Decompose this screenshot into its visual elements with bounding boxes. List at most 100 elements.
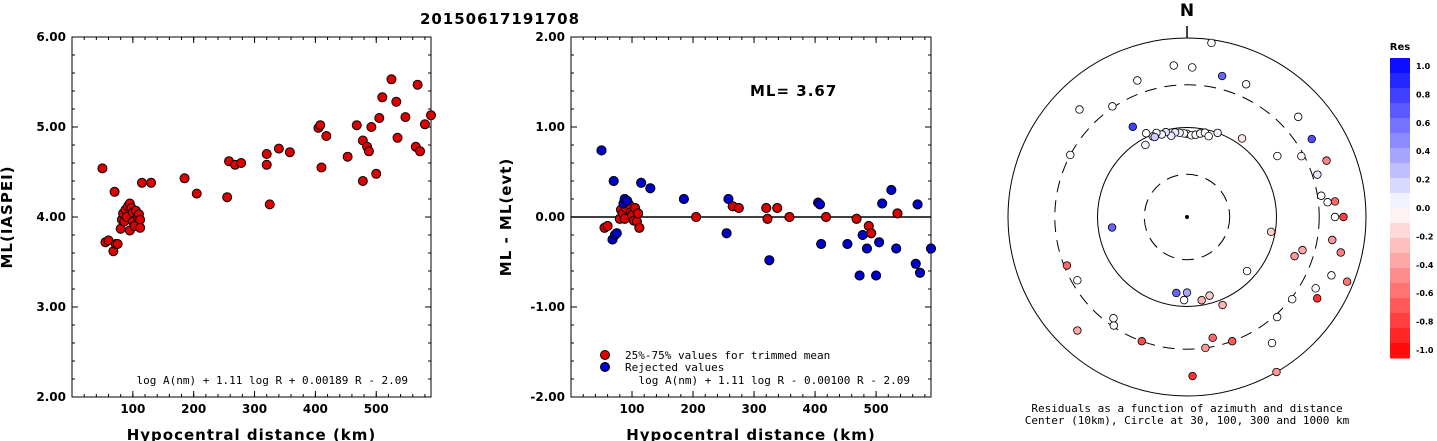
y-tick-label: 6.00 (36, 30, 66, 44)
y-axis-label: ML(IASPEI) (0, 165, 16, 268)
colorbar-segment (1390, 163, 1410, 179)
colorbar-tick-label: 0.0 (1416, 204, 1431, 213)
chart-ml-vs-distance: 2.00 3.00 4.00 5.00 6.00 100 200 300 400 500 Hypoc… (0, 30, 436, 441)
chart-azimuth-residuals: N Residuals as a function of azimuth and … (1007, 1, 1434, 427)
station-point (1150, 132, 1159, 142)
data-point (866, 228, 877, 239)
x-axis-label: Hypocentral distance (km) (127, 426, 377, 441)
station-point (1137, 337, 1146, 346)
y-tick-label: 3.00 (36, 300, 66, 314)
colorbar-tick-label: 0.8 (1416, 90, 1431, 99)
colorbar-segment (1390, 103, 1410, 119)
data-point (772, 203, 783, 213)
station-point (1313, 294, 1322, 303)
distance-ring (1097, 127, 1277, 307)
station-point (1109, 314, 1118, 323)
data-point (761, 203, 772, 213)
data-point (842, 239, 853, 249)
data-point (136, 177, 147, 188)
colorbar-tick-label: -0.6 (1416, 289, 1434, 298)
station-point (1205, 291, 1214, 300)
data-point (912, 199, 923, 210)
data-point (426, 110, 436, 121)
data-point (284, 147, 295, 158)
station-point (1207, 38, 1216, 48)
station-point (1330, 197, 1340, 206)
distance-ring (1143, 173, 1231, 261)
station-point (1330, 212, 1340, 222)
station-point (1073, 326, 1082, 335)
station-point (1266, 227, 1276, 237)
y-tick-label: -2.00 (530, 390, 565, 404)
station-point (1141, 140, 1150, 150)
data-point (392, 132, 403, 143)
y-tick-label: 4.00 (36, 210, 66, 224)
station-point (1179, 295, 1189, 305)
colorbar-tick-label: -0.4 (1416, 261, 1434, 270)
colorbar-segment (1390, 73, 1410, 89)
data-point (762, 213, 773, 224)
data-point (135, 222, 146, 233)
station-point (1267, 338, 1277, 348)
data-point (611, 228, 622, 239)
station-point (1141, 129, 1151, 138)
data-point (877, 198, 888, 209)
distance-ring (1054, 84, 1320, 350)
data-point (854, 270, 865, 281)
data-point (633, 208, 644, 219)
data-point (892, 208, 903, 219)
x-tick-label: 500 (864, 402, 889, 416)
colorbar-segment (1390, 313, 1410, 329)
station-point (1298, 245, 1307, 255)
data-point (261, 159, 272, 170)
x-tick-label: 100 (120, 402, 145, 416)
x-tick-label: 300 (742, 402, 767, 416)
x-tick-label: 200 (181, 402, 206, 416)
station-point (1073, 276, 1082, 285)
station-point (1201, 343, 1210, 353)
center-dot (1185, 215, 1189, 219)
north-label: N (1180, 1, 1194, 21)
data-point (634, 222, 645, 233)
station-point (1272, 312, 1282, 322)
data-point (97, 163, 108, 174)
distance-ring (1007, 37, 1367, 397)
y-tick-label: -1.00 (530, 300, 565, 314)
data-point (602, 221, 613, 231)
legend-label: 25%-75% values for trimmed mean (625, 349, 830, 362)
data-point (821, 212, 832, 222)
data-point (315, 120, 326, 131)
x-tick-label: 500 (364, 402, 389, 416)
y-tick-label: 5.00 (36, 120, 66, 134)
formula-label: log A(nm) + 1.11 log R + 0.00189 R - 2.0… (136, 374, 408, 387)
data-point (412, 79, 423, 90)
data-point (236, 158, 247, 168)
data-point (386, 74, 397, 85)
chart-title: 20150617191708 (420, 10, 580, 28)
station-point (1172, 288, 1181, 298)
data-point (857, 230, 868, 240)
colorbar-segment (1390, 223, 1410, 239)
data-point (816, 239, 827, 249)
station-point (1169, 61, 1178, 70)
colorbar-segment (1390, 343, 1410, 359)
data-point (645, 183, 656, 194)
station-point (1188, 371, 1197, 381)
data-point (608, 176, 619, 186)
data-point (366, 122, 377, 132)
station-point (1317, 191, 1326, 200)
colorbar-segment (1390, 238, 1410, 254)
data-point (316, 162, 327, 173)
y-tick-label: 2.00 (535, 30, 565, 44)
x-tick-label: 100 (619, 402, 644, 416)
legend-label: Rejected values (625, 361, 724, 374)
colorbar-tick-label: 1.0 (1416, 62, 1431, 71)
station-point (1213, 128, 1222, 138)
colorbar-segment (1390, 58, 1410, 74)
data-point (891, 243, 902, 254)
colorbar-tick-label: -0.8 (1416, 318, 1434, 327)
station-point (1182, 288, 1192, 297)
data-point (377, 92, 388, 103)
station-point (1327, 271, 1336, 280)
